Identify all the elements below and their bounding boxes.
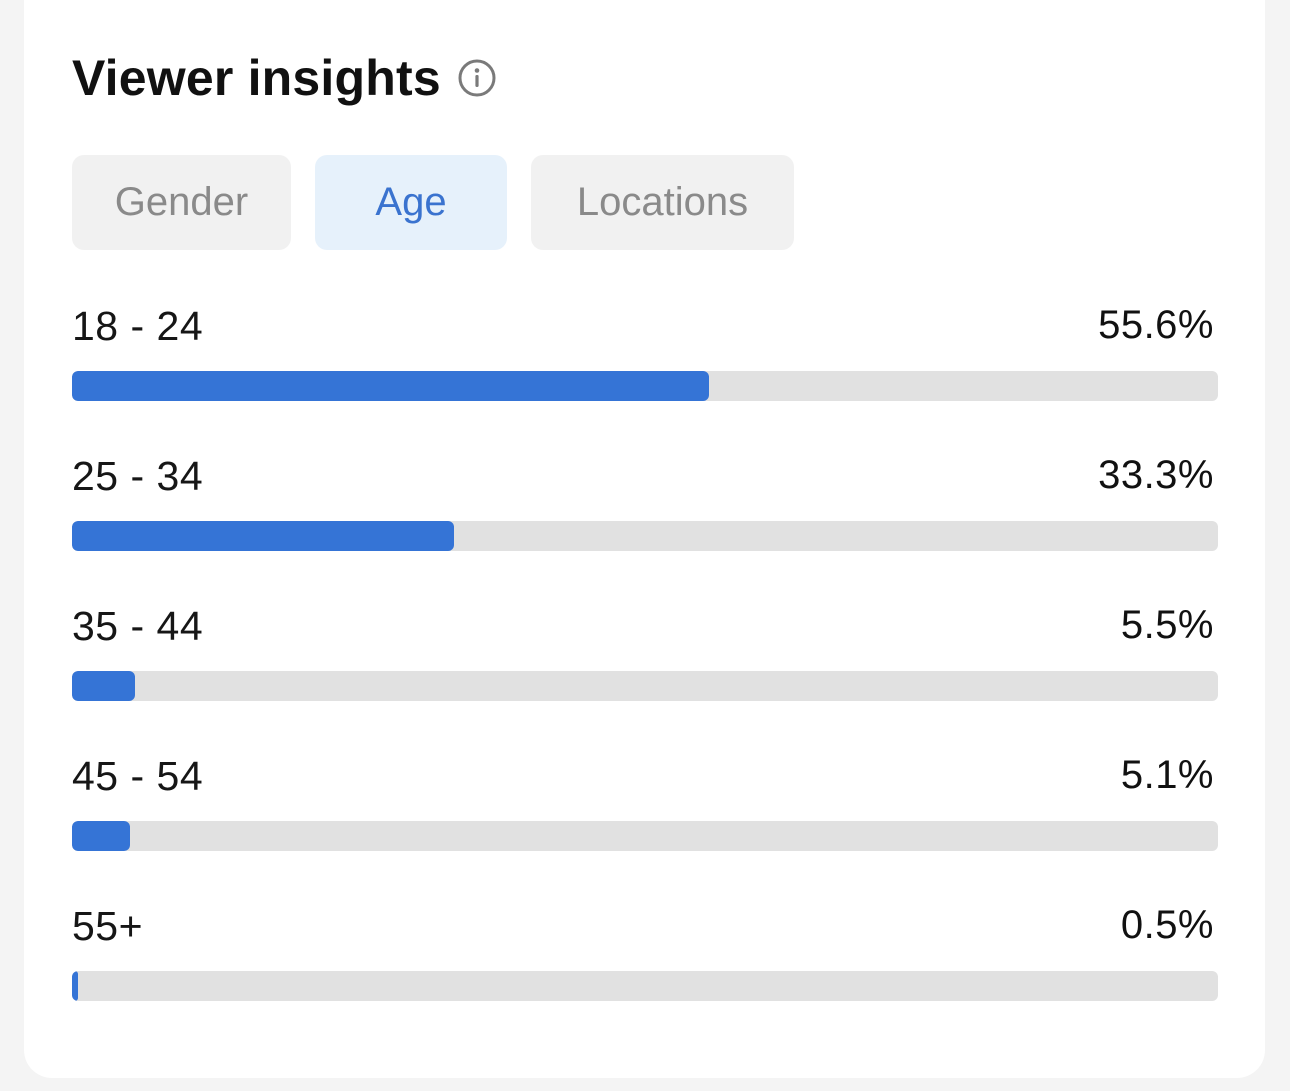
age-percentage: 5.1% <box>1120 753 1214 797</box>
age-range-label: 18 - 24 <box>72 303 204 349</box>
progress-fill <box>72 521 454 551</box>
card-header: Viewer insights <box>72 48 497 108</box>
progress-track <box>72 521 1218 551</box>
age-row-25-34: 25 - 34 33.3% <box>72 450 1218 600</box>
age-percentage: 5.5% <box>1120 603 1214 647</box>
age-percentage: 0.5% <box>1120 903 1214 947</box>
age-range-label: 25 - 34 <box>72 453 204 499</box>
age-breakdown-list: 18 - 24 55.6% 25 - 34 33.3% 35 - 44 5.5%… <box>72 300 1218 1050</box>
viewer-insights-card: Viewer insights Gender Age Locations 18 … <box>24 0 1265 1078</box>
progress-track <box>72 971 1218 1001</box>
tab-gender[interactable]: Gender <box>72 155 291 250</box>
age-range-label: 35 - 44 <box>72 603 204 649</box>
age-range-label: 45 - 54 <box>72 753 204 799</box>
tab-age-label: Age <box>375 180 447 224</box>
tab-locations[interactable]: Locations <box>531 155 794 250</box>
info-icon[interactable] <box>457 58 497 98</box>
age-row-35-44: 35 - 44 5.5% <box>72 600 1218 750</box>
age-percentage: 33.3% <box>1098 453 1214 497</box>
insight-tabs: Gender Age Locations <box>72 155 794 250</box>
progress-fill <box>72 671 135 701</box>
progress-fill <box>72 971 78 1001</box>
progress-fill <box>72 371 709 401</box>
progress-fill <box>72 821 130 851</box>
tab-age[interactable]: Age <box>315 155 507 250</box>
tab-locations-label: Locations <box>576 180 749 224</box>
progress-track <box>72 671 1218 701</box>
card-title: Viewer insights <box>72 50 441 106</box>
age-row-18-24: 18 - 24 55.6% <box>72 300 1218 450</box>
age-row-45-54: 45 - 54 5.1% <box>72 750 1218 900</box>
age-percentage: 55.6% <box>1098 303 1214 347</box>
age-range-label: 55+ <box>72 903 144 949</box>
tab-gender-label: Gender <box>114 180 249 224</box>
progress-track <box>72 371 1218 401</box>
age-row-55-plus: 55+ 0.5% <box>72 900 1218 1050</box>
progress-track <box>72 821 1218 851</box>
